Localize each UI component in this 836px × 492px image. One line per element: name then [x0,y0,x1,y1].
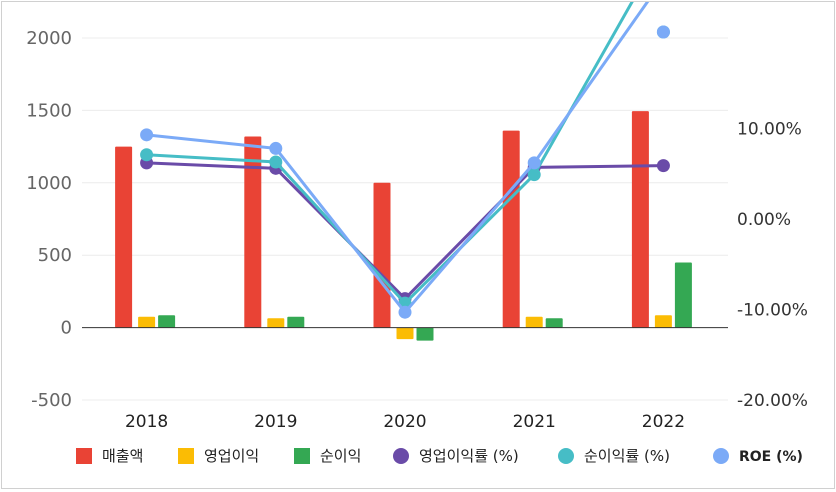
x-tick-label: 2018 [125,412,168,432]
bar-영업이익-2018 [138,316,156,328]
bar-영업이익-2020 [396,327,414,340]
bar-순이익-2018 [158,315,176,328]
bar-매출액-2020 [373,182,391,328]
left-y-tick-label: 0 [61,318,72,339]
legend-swatch [294,448,310,464]
legend-label: 매출액 [102,447,143,465]
x-tick-label: 2020 [383,412,426,432]
legend-label: 영업이익률 (%) [419,447,519,465]
bar-영업이익-2022 [654,315,672,328]
bar-순이익-2021 [545,318,563,328]
bar-순이익-2020 [416,327,434,341]
legend-swatch [393,448,409,464]
left-y-tick-label: -500 [31,390,72,411]
right-y-tick-label: 0.00% [737,210,791,230]
left-y-tick-label: 500 [38,245,72,266]
line-ROE (%) [146,0,651,315]
legend-swatch [713,448,729,464]
x-tick-label: 2019 [254,412,297,432]
bar-영업이익-2021 [525,316,543,328]
line-순이익률 (%) [146,0,635,306]
bar-매출액-2021 [502,130,520,328]
x-tick-label: 2022 [642,412,685,432]
bar-매출액-2022 [631,111,649,328]
point-ROE (%)-2018 [140,128,154,142]
legend: 매출액 영업이익 순이익 영업이익률 (%) 순이익률 (%) ROE (%) [76,447,803,465]
gridlines [82,37,728,401]
point-ROE (%)-2021 [527,156,541,170]
right-y-tick-label: -10.00% [737,301,808,321]
point-ROE (%)-2019 [269,141,283,155]
legend-label: 순이익률 (%) [584,447,670,465]
legend-label: 순이익 [320,447,361,465]
left-y-tick-label: 2000 [26,28,72,49]
point-순이익률 (%)-2019 [269,155,283,169]
right-y-tick-label: 10.00% [737,120,802,140]
legend-swatch [558,448,574,464]
bar-매출액-2019 [244,136,262,328]
legend-label: 영업이익 [204,447,259,465]
legend-label: ROE (%) [739,449,803,465]
bar-순이익-2019 [287,316,305,328]
point-ROE (%)-2020 [398,305,412,319]
legend-swatch [76,448,92,464]
bar-영업이익-2019 [267,318,285,328]
x-axis: 2018 2019 2020 2021 2022 [125,412,685,432]
legend-swatch [178,448,194,464]
bar-순이익-2022 [674,262,692,328]
left-y-tick-label: 1500 [26,100,72,121]
left-y-axis: 2000 1500 1000 500 0 -500 [26,28,72,411]
line-series [140,0,670,319]
left-y-tick-label: 1000 [26,173,72,194]
right-y-axis: 10.00% 0.00% -10.00% -20.00% [737,120,808,412]
point-ROE (%)-2022 [656,25,670,39]
x-tick-label: 2021 [513,412,556,432]
point-영업이익률 (%)-2022 [656,159,670,173]
right-y-tick-label: -20.00% [737,391,808,411]
point-순이익률 (%)-2018 [140,148,154,162]
point-순이익률 (%)-2021 [527,168,541,182]
bar-매출액-2018 [115,146,133,328]
